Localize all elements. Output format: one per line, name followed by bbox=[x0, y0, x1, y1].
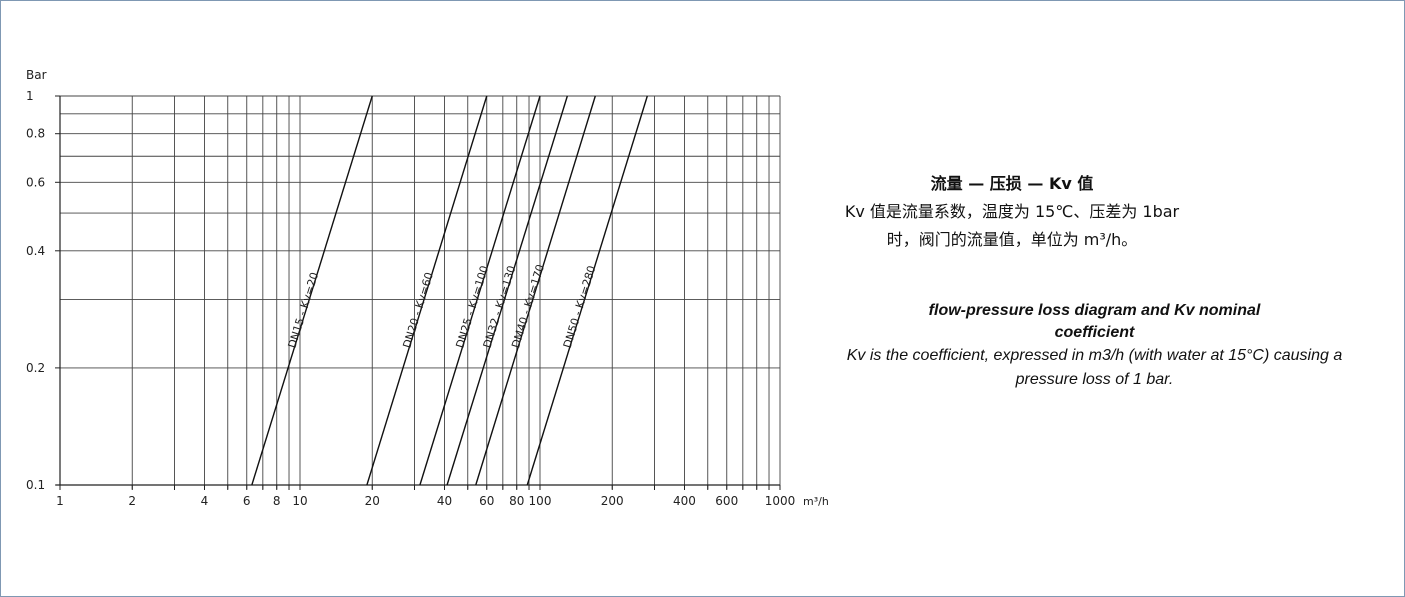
y-tick-label: 0.2 bbox=[26, 361, 45, 375]
chinese-body: Kv 值是流量系数，温度为 15℃、压差为 1bar 时，阀门的流量值，单位为 … bbox=[844, 202, 1180, 249]
series-line bbox=[475, 95, 596, 486]
x-tick-label: 80 bbox=[509, 494, 524, 508]
y-tick-label: 0.8 bbox=[26, 127, 45, 141]
y-tick-label: 0.4 bbox=[26, 244, 45, 258]
english-title: flow-pressure loss diagram and Kv nomina… bbox=[928, 302, 1261, 341]
x-axis-unit: m³/h bbox=[803, 495, 829, 508]
english-body: Kv is the coefficient, expressed in m3/h… bbox=[846, 347, 1343, 388]
x-tick-label: 200 bbox=[601, 494, 624, 508]
x-tick-label: 2 bbox=[128, 494, 136, 508]
x-tick-label: 60 bbox=[479, 494, 494, 508]
x-tick-label: 20 bbox=[365, 494, 380, 508]
y-tick-label: 1 bbox=[26, 89, 34, 103]
y-tick-label: 0.1 bbox=[26, 478, 45, 492]
series-line bbox=[446, 95, 569, 486]
x-tick-label: 1 bbox=[56, 494, 64, 508]
series-label: DN20 - Kv=60 bbox=[400, 271, 436, 350]
x-tick-label: 400 bbox=[673, 494, 696, 508]
series-line bbox=[366, 95, 488, 486]
x-tick-label: 1000 bbox=[765, 494, 796, 508]
y-tick-label: 0.6 bbox=[26, 175, 45, 189]
series-line bbox=[419, 95, 541, 486]
english-description: flow-pressure loss diagram and Kv nomina… bbox=[832, 300, 1357, 392]
x-tick-label: 40 bbox=[437, 494, 452, 508]
x-tick-label: 100 bbox=[529, 494, 552, 508]
x-tick-label: 6 bbox=[243, 494, 251, 508]
x-tick-label: 8 bbox=[273, 494, 281, 508]
series-label: DN50 - Kv=280 bbox=[561, 264, 599, 350]
series-label: DN15 - Kv=20 bbox=[286, 271, 322, 350]
chinese-description: 流量 — 压损 — Kv 值 Kv 值是流量系数，温度为 15℃、压差为 1ba… bbox=[832, 170, 1192, 254]
series-line bbox=[251, 95, 373, 486]
x-tick-label: 600 bbox=[715, 494, 738, 508]
x-tick-label: 4 bbox=[201, 494, 209, 508]
chinese-title: 流量 — 压损 — Kv 值 bbox=[930, 174, 1094, 193]
y-axis-label: Bar bbox=[26, 68, 47, 82]
series-line bbox=[526, 95, 648, 486]
x-tick-label: 10 bbox=[292, 494, 307, 508]
